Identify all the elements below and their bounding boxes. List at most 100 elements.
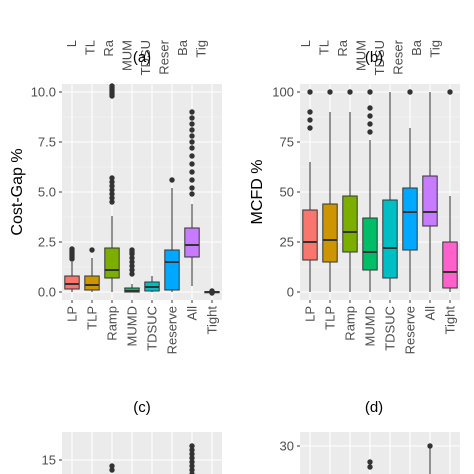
panel-a-tick-fragment: TDSU bbox=[138, 40, 153, 75]
panel-c-outlier bbox=[129, 255, 135, 261]
panel-d-ytick-label: 50 bbox=[280, 185, 294, 200]
panel-c-ytick-label: 2.5 bbox=[38, 235, 56, 250]
panel-c-outlier bbox=[189, 177, 195, 183]
panel-c-outlier bbox=[189, 139, 195, 145]
panel-d-outlier bbox=[347, 89, 353, 95]
panel-c-outlier bbox=[189, 121, 195, 127]
panel-c-xtick-label: Ramp bbox=[105, 306, 120, 341]
panel-a-tick-fragment: Ba bbox=[175, 39, 190, 56]
panel-f-ytick-label: 30 bbox=[280, 439, 294, 454]
panel-c-outlier bbox=[189, 115, 195, 121]
panel-a-tick-fragment: Reser bbox=[157, 39, 172, 74]
panel-e-outlier bbox=[189, 467, 195, 473]
panel-e: 15 bbox=[42, 432, 222, 474]
panel-b-tick-fragment: Ra bbox=[335, 39, 350, 56]
panel-c-outlier bbox=[109, 191, 115, 197]
panel-e-outlier bbox=[189, 451, 195, 457]
panel-label-d: (d) bbox=[365, 399, 383, 416]
panel-d-outlier bbox=[407, 89, 413, 95]
panel-b-tick-fragment: L bbox=[298, 40, 313, 47]
panel-c-ylabel: Cost-Gap % bbox=[9, 148, 26, 235]
panel-d-box bbox=[342, 195, 358, 253]
panel-d-xtick-label: All bbox=[423, 306, 438, 321]
panel-d-outlier bbox=[367, 129, 373, 135]
panel-d-outlier bbox=[307, 89, 313, 95]
panel-a-tick-fragment: TL bbox=[83, 40, 98, 55]
panel-e-outlier bbox=[189, 443, 195, 449]
panel-c-outlier bbox=[129, 263, 135, 269]
panel-d-xtick-label: MUMD bbox=[363, 306, 378, 346]
panel-c-xtick-label: TLP bbox=[85, 306, 100, 330]
panel-d: 0 25 50 75 100 LP TLP Ramp MUMD TDSUC Reserve All Ti… bbox=[272, 84, 460, 354]
panel-a-tick-fragments: L TL Ra MUM TDSU Reser Ba Tig bbox=[64, 39, 209, 75]
panel-d-outlier bbox=[367, 105, 373, 111]
panel-d-outlier bbox=[367, 121, 373, 127]
panel-d-box bbox=[302, 209, 318, 261]
panel-e-outlier bbox=[109, 467, 115, 473]
panel-c: 0.0 2.5 5.0 7.5 10.0 LP TLP Ramp MUMD TDSUC Reserv… bbox=[31, 83, 222, 354]
panel-c-outlier bbox=[169, 177, 175, 183]
panel-c-outlier bbox=[109, 183, 115, 189]
panel-e-outlier bbox=[189, 447, 195, 453]
panel-c-outlier bbox=[109, 187, 115, 193]
panel-d-outlier bbox=[447, 89, 453, 95]
panel-c-xtick-label: MUMD bbox=[125, 306, 140, 346]
panel-d-box bbox=[362, 217, 378, 271]
panel-b-tick-fragment: MUM bbox=[354, 40, 369, 71]
panel-c-outlier bbox=[109, 179, 115, 185]
panel-f-outlier bbox=[367, 459, 373, 465]
panel-e-outlier bbox=[109, 463, 115, 469]
panel-c-xtick-label: All bbox=[185, 306, 200, 321]
panel-c-box bbox=[164, 249, 180, 291]
panel-e-outlier bbox=[189, 471, 195, 474]
panel-label-c: (c) bbox=[133, 399, 151, 416]
panel-d-box bbox=[382, 199, 398, 279]
panel-d-ytick-label: 25 bbox=[280, 235, 294, 250]
panel-c-outlier bbox=[189, 133, 195, 139]
panel-d-xtick-label: Ramp bbox=[343, 306, 358, 341]
panel-d-outlier bbox=[367, 89, 373, 95]
panel-b-tick-fragment: TL bbox=[317, 40, 332, 55]
panel-c-xtick-label: LP bbox=[65, 306, 80, 322]
panel-d-box bbox=[422, 175, 438, 227]
panel-c-outlier bbox=[109, 175, 115, 181]
panel-d-outlier bbox=[307, 117, 313, 123]
panel-c-outlier bbox=[129, 267, 135, 273]
panel-d-outlier bbox=[327, 89, 333, 95]
panel-f: 30 bbox=[280, 432, 460, 474]
panel-c-ytick-label: 5.0 bbox=[38, 185, 56, 200]
panel-a-tick-fragment: L bbox=[64, 40, 79, 47]
panel-b-tick-fragment: Ba bbox=[409, 39, 424, 56]
panel-c-outlier bbox=[129, 247, 135, 253]
panel-d-ytick-label: 75 bbox=[280, 135, 294, 150]
panel-c-xtick-label: TDSUC bbox=[145, 306, 160, 351]
panel-c-outlier bbox=[189, 153, 195, 159]
panel-c-outlier bbox=[189, 185, 195, 191]
panel-e-ytick-label: 15 bbox=[42, 453, 56, 468]
panel-f-plot-background bbox=[300, 432, 460, 474]
panel-c-box bbox=[104, 247, 120, 279]
panel-label-a: (a) bbox=[133, 49, 151, 66]
panel-b-tick-fragment: TDSU bbox=[372, 40, 387, 75]
panel-e-plot-background bbox=[62, 432, 222, 474]
panel-d-box bbox=[402, 187, 418, 251]
panel-c-outlier bbox=[189, 145, 195, 151]
panel-c-outlier bbox=[189, 127, 195, 133]
panel-d-outlier bbox=[307, 125, 313, 131]
panel-e-outlier bbox=[189, 455, 195, 461]
panel-b-tick-fragment: Tig bbox=[428, 40, 443, 58]
panel-label-b: (b) bbox=[365, 49, 383, 66]
panel-d-box bbox=[442, 241, 458, 289]
panel-c-box bbox=[84, 275, 100, 291]
panel-c-xtick-label: Reserve bbox=[165, 306, 180, 354]
panel-c-box bbox=[184, 227, 200, 258]
panel-c-ytick-label: 10.0 bbox=[31, 85, 56, 100]
panel-d-ylabel: MCFD % bbox=[249, 160, 266, 225]
panel-c-outlier bbox=[109, 195, 115, 201]
panel-c-outlier bbox=[89, 247, 95, 253]
panel-a-tick-fragment: Ra bbox=[101, 39, 116, 56]
panel-c-outlier bbox=[189, 191, 195, 197]
panel-d-xtick-label: TDSUC bbox=[383, 306, 398, 351]
panel-d-outlier bbox=[367, 113, 373, 119]
panel-c-outlier bbox=[189, 161, 195, 167]
